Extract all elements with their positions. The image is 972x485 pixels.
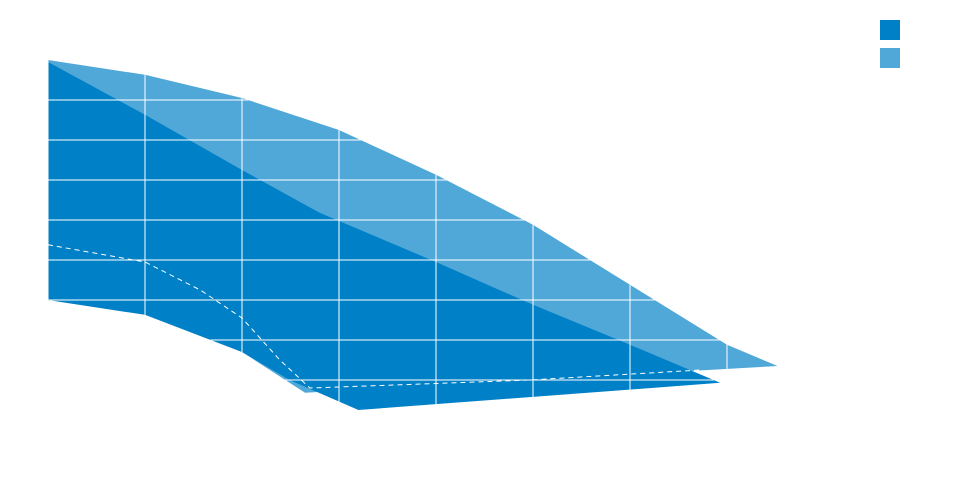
area: [48, 62, 721, 410]
legend: [880, 20, 900, 68]
lines: [47, 244, 700, 389]
legend-swatch: [880, 20, 900, 40]
legend-swatch: [880, 48, 900, 68]
dashed-line: [47, 244, 700, 389]
plot-area: [48, 60, 778, 410]
